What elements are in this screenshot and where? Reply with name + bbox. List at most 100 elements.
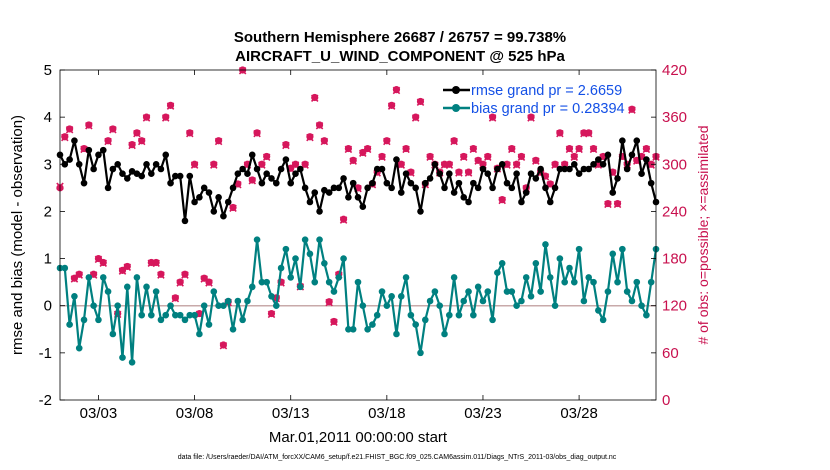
rmse-point — [268, 175, 275, 182]
obs-assimilated-point — [238, 67, 247, 75]
obs-assimilated-point — [128, 141, 136, 150]
obs-assimilated-point — [123, 263, 132, 271]
bias-point — [119, 354, 126, 361]
rmse-point — [585, 165, 593, 173]
rmse-point — [301, 184, 309, 192]
legend-bias-marker — [452, 104, 460, 112]
rmse-point — [566, 165, 573, 173]
obs-assimilated-point — [161, 114, 170, 122]
obs-assimilated-point — [344, 145, 353, 154]
plot-background — [60, 70, 656, 400]
rmse-point — [619, 137, 626, 145]
bias-point — [148, 311, 155, 319]
bias-point — [638, 302, 645, 310]
rmse-point — [407, 179, 415, 187]
left-tick-label: 0 — [44, 298, 52, 315]
rmse-point — [85, 146, 93, 154]
rmse-point — [258, 179, 266, 187]
obs-assimilated-point — [464, 169, 473, 177]
rmse-point — [248, 151, 256, 159]
bias-point — [556, 255, 564, 262]
bias-point — [570, 278, 578, 286]
bias-point — [609, 250, 617, 258]
bias-point — [479, 297, 487, 305]
bias-point — [71, 292, 78, 300]
bias-point — [90, 302, 97, 310]
obs-assimilated-point — [109, 125, 117, 134]
bias-point — [619, 245, 626, 253]
right-axis-label: # of obs: o=possible; ×=assimilated — [695, 125, 711, 344]
plot-frame — [59, 69, 657, 401]
rmse-point — [643, 156, 650, 163]
obs-assimilated-point — [488, 114, 497, 122]
bias-point — [248, 283, 256, 291]
obs-assimilated-point — [137, 137, 146, 146]
rmse-point — [99, 146, 107, 154]
rmse-point — [311, 189, 319, 196]
rmse-point — [229, 184, 237, 192]
bias-point — [426, 297, 434, 305]
obs-assimilated-point — [512, 161, 521, 169]
legend: rmse grand pr = 2.6659 bias grand pr = 0… — [443, 83, 625, 117]
bias-point — [138, 311, 146, 319]
rmse-point — [609, 189, 617, 196]
rmse-point — [176, 172, 184, 180]
bias-point — [95, 316, 102, 324]
rmse-point — [498, 160, 506, 168]
left-tick-label: -2 — [39, 392, 52, 409]
bias-point — [80, 316, 88, 324]
rmse-point — [378, 165, 386, 173]
bias-point — [66, 321, 73, 328]
rmse-point — [527, 170, 535, 178]
rmse-point — [157, 165, 165, 173]
obs-assimilated-point — [339, 216, 348, 224]
bias-point — [446, 311, 453, 319]
obs-assimilated-point — [99, 259, 108, 268]
bias-point — [590, 278, 597, 286]
rmse-point — [479, 165, 487, 173]
bias-point — [633, 278, 641, 286]
rmse-point — [633, 137, 641, 145]
right-tick-label: 300 — [662, 156, 687, 173]
bias-point — [566, 264, 573, 272]
obs-assimilated-point — [248, 177, 257, 185]
bias-point — [220, 302, 227, 310]
obs-assimilated-point — [397, 161, 406, 169]
rmse-point — [306, 198, 314, 206]
bias-point — [215, 302, 222, 310]
bias-point — [585, 274, 593, 281]
rmse-point — [436, 170, 444, 178]
bias-point — [542, 241, 549, 248]
obs-assimilated-point — [642, 145, 651, 154]
rmse-point — [239, 165, 246, 173]
rmse-point — [287, 179, 295, 187]
rmse-point — [489, 184, 496, 192]
rmse-point — [335, 184, 343, 192]
bias-point — [647, 278, 655, 286]
obs-assimilated-point — [387, 102, 396, 110]
bias-point — [330, 288, 338, 295]
bias-point — [210, 288, 218, 295]
obs-assimilated-point — [383, 137, 391, 146]
bias-point — [200, 302, 208, 310]
rmse-point — [638, 170, 645, 178]
obs-assimilated-point — [450, 137, 458, 146]
bias-point — [297, 283, 304, 291]
rmse-point — [546, 198, 554, 206]
rmse-point — [450, 189, 458, 196]
bias-point — [85, 274, 93, 281]
chart-title-line2: AIRCRAFT_U_WIND_COMPONENT @ 525 hPa — [235, 48, 565, 65]
rmse-point — [441, 184, 448, 192]
right-tick-label: 120 — [662, 298, 687, 315]
rmse-point — [431, 160, 439, 168]
bias-point — [162, 311, 170, 319]
obs-assimilated-point — [455, 169, 463, 177]
bias-point — [378, 288, 386, 295]
rmse-point — [575, 170, 583, 178]
rmse-point — [590, 160, 597, 168]
rmse-point — [80, 179, 88, 187]
obs-assimilated-point — [349, 157, 357, 165]
obs-assimilated-point — [556, 129, 564, 138]
bias-point — [272, 302, 280, 310]
rmse-point — [397, 189, 405, 196]
